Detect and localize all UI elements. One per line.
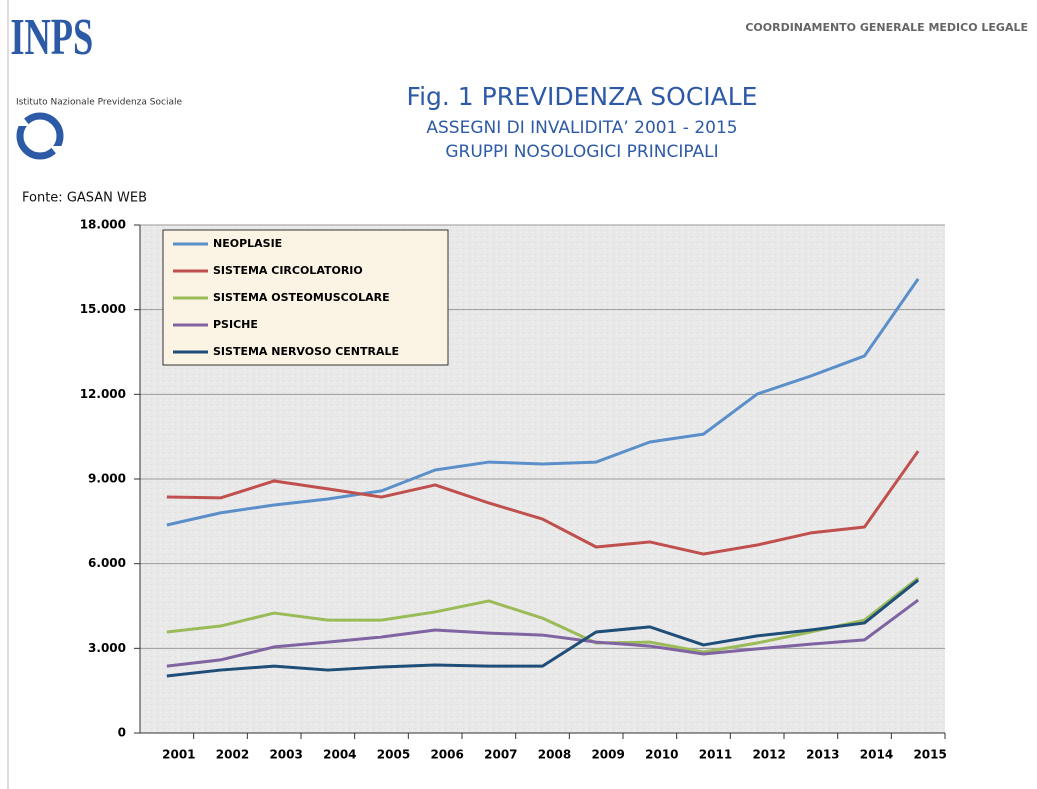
chart-title: Fig. 1 PREVIDENZA SOCIALE — [407, 82, 758, 111]
x-tick-label: 2006 — [430, 748, 463, 762]
legend-label: PSICHE — [213, 318, 258, 331]
legend-label: SISTEMA CIRCOLATORIO — [213, 264, 363, 277]
logo-icon — [16, 112, 64, 160]
x-tick-label: 2003 — [269, 748, 302, 762]
y-tick-label: 0 — [118, 726, 126, 740]
x-tick-label: 2007 — [484, 748, 517, 762]
x-tick-label: 2009 — [591, 748, 624, 762]
series-line — [166, 450, 920, 556]
chart-subtitle: GRUPPI NOSOLOGICI PRINCIPALI — [445, 142, 718, 162]
x-tick-label: 2004 — [323, 748, 356, 762]
y-tick-label: 9.000 — [88, 472, 126, 486]
x-tick-label: 2001 — [162, 748, 195, 762]
series-line — [166, 598, 920, 668]
x-tick-label: 2011 — [699, 748, 732, 762]
x-tick-label: 2014 — [860, 748, 893, 762]
x-tick-label: 2008 — [538, 748, 571, 762]
x-tick-label: 2015 — [913, 748, 946, 762]
legend-label: SISTEMA NERVOSO CENTRALE — [213, 345, 399, 358]
y-tick-label: 6.000 — [88, 556, 126, 570]
y-tick-label: 18.000 — [80, 218, 126, 232]
x-tick-label: 2012 — [752, 748, 785, 762]
legend-label: NEOPLASIE — [213, 237, 282, 250]
chart-subtitle: ASSEGNI DI INVALIDITA’ 2001 - 2015 — [426, 118, 737, 138]
y-tick-label: 12.000 — [80, 387, 126, 401]
x-tick-label: 2005 — [377, 748, 410, 762]
series-line — [166, 578, 920, 678]
series-line — [166, 576, 920, 654]
series-line — [166, 278, 920, 527]
y-tick-label: 15.000 — [80, 302, 126, 316]
institute: Istituto Nazionale Previdenza Sociale — [16, 98, 182, 108]
x-tick-label: 2002 — [216, 748, 249, 762]
department: COORDINAMENTO GENERALE MEDICO LEGALE — [745, 21, 1028, 34]
x-tick-label: 2010 — [645, 748, 678, 762]
logo: INPS — [10, 8, 93, 66]
y-tick-label: 3.000 — [88, 641, 126, 655]
source: Fonte: GASAN WEB — [22, 191, 147, 206]
legend-box — [162, 229, 449, 366]
legend-label: SISTEMA OSTEOMUSCOLARE — [213, 291, 390, 304]
x-tick-label: 2013 — [806, 748, 839, 762]
